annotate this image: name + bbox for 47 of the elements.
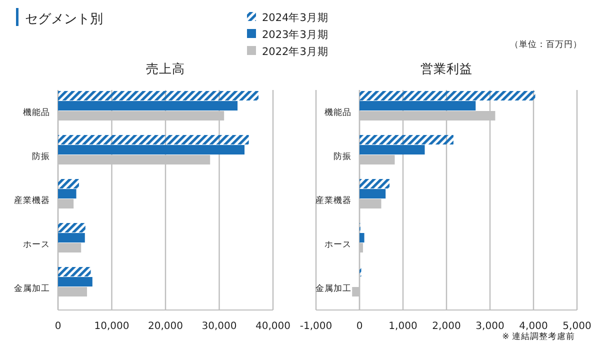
y-tick-label: 産業機器 bbox=[316, 195, 352, 206]
legend-label: 2023年3月期 bbox=[262, 29, 328, 41]
y-tick-label: 防振 bbox=[334, 151, 352, 162]
y-tick-label: ホース bbox=[23, 240, 50, 250]
bar bbox=[58, 189, 76, 198]
y-tick-label: 機能品 bbox=[23, 107, 50, 118]
x-tick-label: 2,000 bbox=[432, 321, 461, 332]
text: （単位：百万円） bbox=[510, 39, 582, 50]
legend-label: 2022年3月期 bbox=[262, 46, 328, 58]
bar bbox=[360, 91, 536, 100]
x-tick-label: 5,000 bbox=[562, 321, 592, 332]
bar bbox=[58, 233, 85, 242]
bar bbox=[360, 189, 386, 198]
y-tick-label: 産業機器 bbox=[14, 195, 50, 206]
y-tick-label: ホース bbox=[324, 240, 352, 250]
bar bbox=[58, 91, 258, 100]
bar bbox=[360, 101, 476, 110]
bar bbox=[360, 179, 390, 188]
chart-title: 売上高 bbox=[146, 61, 185, 76]
x-tick-label: 20,000 bbox=[148, 321, 183, 332]
bar bbox=[360, 145, 425, 154]
bar bbox=[58, 277, 92, 286]
x-tick-label: 0 bbox=[54, 321, 62, 332]
text: 2024年3月期 bbox=[262, 12, 328, 24]
text: セグメント別 bbox=[25, 12, 103, 27]
bar bbox=[360, 135, 454, 144]
bar bbox=[58, 223, 86, 232]
x-tick-label: 30,000 bbox=[202, 321, 237, 332]
y-tick-label: 防振 bbox=[32, 151, 50, 162]
bar bbox=[58, 101, 238, 110]
bar bbox=[360, 233, 364, 242]
y-tick-label: 金属加工 bbox=[316, 283, 352, 294]
x-tick-label: 3,000 bbox=[476, 321, 504, 332]
x-tick-label: 10,000 bbox=[94, 321, 130, 332]
x-tick-label: 4,000 bbox=[519, 321, 548, 332]
bar bbox=[58, 267, 91, 276]
y-tick-label: 機能品 bbox=[324, 107, 352, 118]
x-tick-label: 1,000 bbox=[388, 321, 418, 332]
x-tick-label: -1,000 bbox=[300, 321, 332, 332]
x-tick-label: 0 bbox=[356, 321, 363, 332]
chart-title: 営業利益 bbox=[420, 61, 472, 76]
bar bbox=[58, 179, 79, 188]
bar bbox=[58, 145, 245, 154]
x-tick-label: 40,000 bbox=[256, 321, 290, 332]
bar bbox=[58, 135, 249, 144]
text: ※ 連結調整考慮前 bbox=[502, 331, 575, 342]
y-tick-label: 金属加工 bbox=[14, 283, 50, 294]
